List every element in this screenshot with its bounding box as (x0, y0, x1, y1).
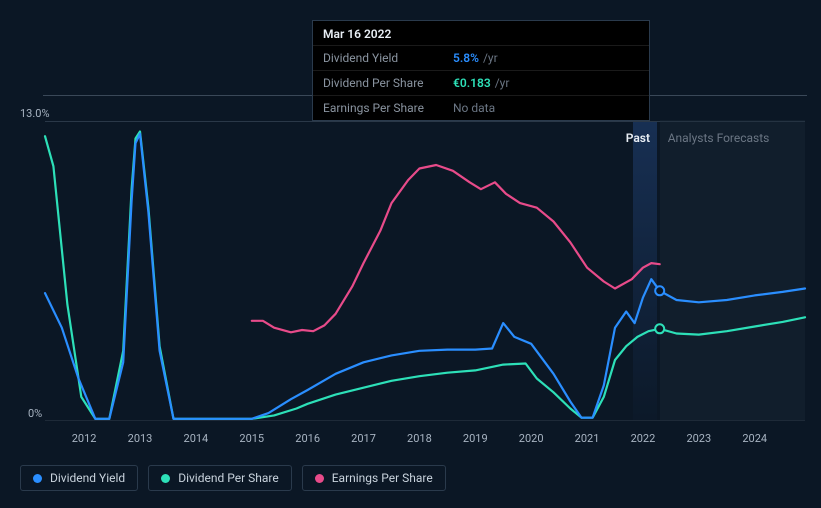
legend-item-earnings-per-share[interactable]: Earnings Per Share (302, 465, 446, 491)
tooltip-date: Mar 16 2022 (313, 21, 649, 45)
tooltip-row: Dividend Yield5.8% /yr (313, 45, 649, 70)
tooltip: Mar 16 2022 Dividend Yield5.8%/yrDividen… (312, 20, 650, 121)
legend-dot-icon (315, 474, 324, 483)
x-axis-tick: 2022 (631, 432, 656, 445)
x-axis: 2012 2013 2014 2015 2016 2017 2018 2019 2020 2021… (45, 432, 805, 446)
legend-item-label: Earnings Per Share (332, 471, 433, 485)
legend: Dividend Yield Dividend Per Share Earnings… (20, 465, 446, 491)
line-dividend-per-share (45, 132, 805, 419)
y-axis-min-label: 0% (28, 407, 42, 420)
tooltip-row-value: 5.8% (453, 51, 479, 65)
tooltip-row-unit: /yr (483, 51, 498, 65)
chart-container: 13.0% 0% Past Analysts Forecasts 2012201… (0, 0, 821, 508)
tooltip-row-label: Dividend Yield (323, 51, 453, 65)
tooltip-row-nodata: No data (453, 101, 495, 115)
x-axis-tick: 2021 (575, 432, 600, 445)
x-axis-tick: 2016 (295, 432, 320, 445)
tooltip-row-value: €0.183 (453, 76, 491, 90)
tooltip-row: Dividend Per Share€0.183/yr (313, 70, 649, 95)
legend-item-label: Dividend Yield (50, 471, 125, 485)
x-axis-tick: 2015 (239, 432, 264, 445)
legend-item-dividend-per-share[interactable]: Dividend Per Share (148, 465, 292, 491)
x-axis-tick: 2024 (742, 432, 767, 445)
legend-item-label: Dividend Per Share (178, 471, 279, 485)
chart-plot[interactable] (45, 120, 805, 420)
gridline-bottom (45, 420, 805, 421)
legend-item-dividend-yield[interactable]: Dividend Yield (20, 465, 138, 491)
x-axis-tick: 2018 (407, 432, 432, 445)
x-axis-tick: 2013 (128, 432, 153, 445)
y-axis-max-label: 13.0% (20, 107, 50, 120)
x-axis-tick: 2023 (686, 432, 711, 445)
x-axis-tick: 2019 (463, 432, 488, 445)
legend-dot-icon (33, 474, 42, 483)
x-axis-tick: 2014 (184, 432, 209, 445)
x-axis-tick: 2017 (351, 432, 376, 445)
current-dot-dividend-yield (655, 286, 664, 295)
current-dot-dividend-per-share (655, 324, 664, 333)
tooltip-row-label: Earnings Per Share (323, 101, 453, 115)
tooltip-row-label: Dividend Per Share (323, 76, 453, 90)
x-axis-tick: 2012 (72, 432, 97, 445)
x-axis-tick: 2020 (519, 432, 544, 445)
tooltip-row-unit: /yr (495, 76, 510, 90)
tooltip-row: Earnings Per ShareNo data (313, 95, 649, 120)
line-earnings-per-share (252, 165, 660, 332)
legend-dot-icon (161, 474, 170, 483)
